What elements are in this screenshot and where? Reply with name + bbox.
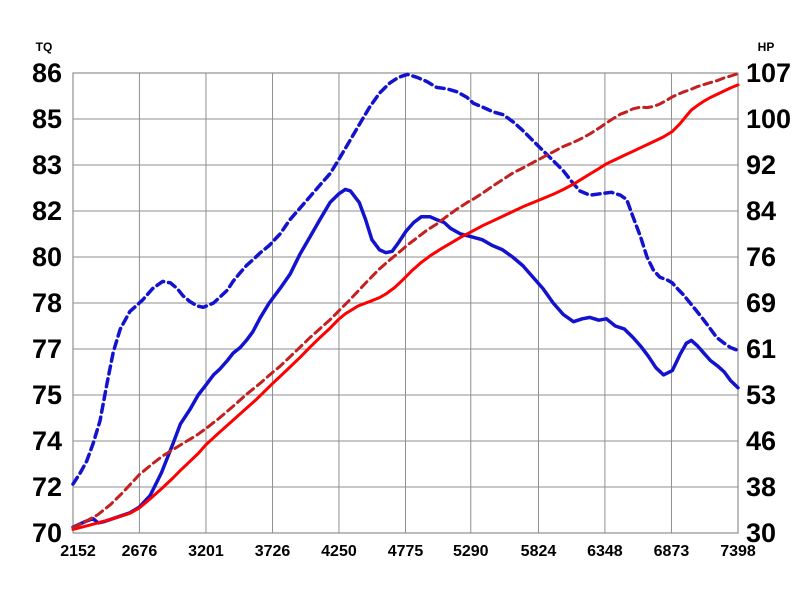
left-tick-label: 80 <box>32 242 62 272</box>
right-tick-label: 69 <box>746 288 776 318</box>
left-tick-label: 78 <box>32 288 62 318</box>
right-tick-label: 46 <box>746 426 776 456</box>
right-tick-label: 53 <box>746 380 776 410</box>
right-tick-label: 100 <box>746 104 791 134</box>
x-tick-label: 2676 <box>122 543 158 560</box>
horsepower-solid-red-curve <box>71 83 740 531</box>
right-axis-tick-labels: 107 100 92 84 76 69 61 53 46 38 30 <box>746 58 791 548</box>
right-tick-label: 84 <box>746 196 776 226</box>
x-tick-label: 6348 <box>587 543 623 560</box>
x-tick-label: 6873 <box>654 543 690 560</box>
torque-solid-blue-curve <box>71 187 740 529</box>
left-tick-label: 85 <box>32 104 62 134</box>
right-tick-label: 92 <box>746 150 776 180</box>
x-tick-label: 5290 <box>453 543 489 560</box>
x-tick-label: 7398 <box>720 543 756 560</box>
x-tick-label: 4775 <box>388 543 424 560</box>
plot-border <box>72 72 739 534</box>
x-axis-tick-labels: 2152 2676 3201 3726 4250 4775 5290 5824 6348 6873… <box>60 543 756 560</box>
left-tick-label: 72 <box>32 472 62 502</box>
x-tick-label: 3726 <box>255 543 291 560</box>
left-tick-label: 86 <box>32 58 62 88</box>
left-tick-label: 83 <box>32 150 62 180</box>
right-tick-label: 107 <box>746 58 791 88</box>
left-axis-title: TQ <box>36 40 53 54</box>
torque-dashed-blue-curve <box>71 72 740 486</box>
horsepower-dashed-red-curve <box>71 72 740 530</box>
left-tick-label: 82 <box>32 196 62 226</box>
left-tick-label: 77 <box>32 334 62 364</box>
x-tick-label: 5824 <box>521 543 557 560</box>
curves <box>71 72 740 531</box>
right-tick-label: 30 <box>746 518 776 548</box>
right-axis-title: HP <box>758 40 775 54</box>
x-tick-label: 2152 <box>60 543 96 560</box>
right-tick-label: 61 <box>746 334 776 364</box>
left-tick-label: 75 <box>32 380 62 410</box>
left-axis-tick-labels: 86 85 83 82 80 78 77 75 74 72 70 <box>32 58 62 548</box>
x-tick-label: 4250 <box>321 543 357 560</box>
x-tick-label: 3201 <box>188 543 224 560</box>
right-tick-label: 38 <box>746 472 776 502</box>
left-tick-label: 70 <box>32 518 62 548</box>
right-tick-label: 76 <box>746 242 776 272</box>
left-tick-label: 74 <box>32 426 62 456</box>
